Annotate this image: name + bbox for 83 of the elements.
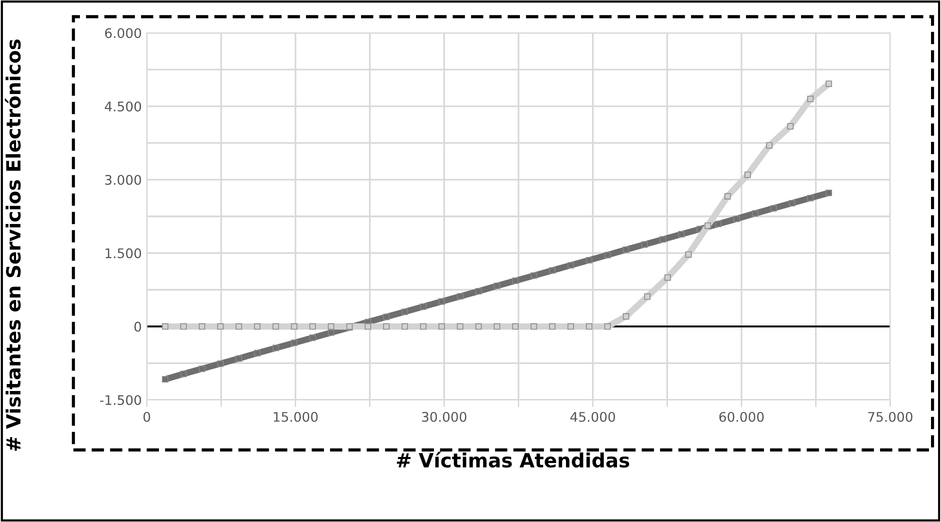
point [475,323,482,330]
point [568,323,574,330]
point [826,80,832,87]
point [217,323,224,330]
x-tick-label: 75.000 [868,412,912,422]
point [752,210,758,217]
point [549,267,556,274]
point [788,200,796,206]
point [807,194,814,202]
point [733,216,740,222]
point [494,323,500,330]
point [309,334,316,341]
point [162,323,168,330]
point [236,323,242,330]
point [383,314,390,320]
point [715,220,722,228]
point [272,344,279,352]
point [826,190,832,196]
point [364,323,372,330]
point [586,256,592,264]
point [660,236,666,243]
point [604,252,611,258]
point [162,376,168,382]
point [685,251,692,258]
x-tick-label: 0 [143,412,150,422]
point [438,298,445,305]
point [456,293,464,300]
point [622,246,630,253]
point [530,323,538,330]
point [568,262,574,268]
point [724,193,731,200]
point [438,323,445,330]
y-tick-label: -1.500 [100,395,142,406]
point [328,329,334,336]
point [512,323,519,330]
y-tick-label: 6.000 [105,28,142,38]
point [512,278,519,284]
point [744,172,751,178]
x-axis-title: # Víctimas Atendidas [396,452,630,468]
point [217,360,224,367]
point [664,274,671,281]
point [704,222,712,229]
point [475,288,482,294]
point [622,313,630,320]
point [309,323,316,330]
point [770,205,777,212]
x-tick-label: 30.000 [422,412,466,422]
x-tick-label: 15.000 [274,412,318,422]
point [420,303,426,310]
point [272,323,279,330]
point [383,323,390,330]
y-tick-label: 0 [134,322,142,332]
point [549,323,556,330]
point [290,323,298,330]
point [766,142,773,149]
point [254,323,261,330]
y-tick-label: 4.500 [104,102,142,112]
point [328,323,334,330]
point [290,340,298,346]
point [180,323,187,330]
point [198,366,206,372]
point [402,323,408,330]
y-tick-label: 1.500 [106,248,142,258]
point [254,350,261,356]
point [456,323,464,330]
point [604,323,611,330]
y-tick-label: 3.000 [105,174,142,185]
point [678,231,685,238]
point [402,308,408,315]
point [494,282,500,290]
point [586,323,592,330]
point [807,96,814,102]
y-axis-title: # Visitantes en Servicios Electrónicos [4,40,21,451]
point [236,355,242,362]
point [420,323,426,330]
x-tick-label: 45.000 [570,412,616,422]
x-tick-label: 60.000 [719,412,764,422]
point [530,272,538,279]
point [641,241,648,248]
point [644,293,651,300]
point [198,323,206,330]
point [787,123,794,130]
point [180,370,187,378]
